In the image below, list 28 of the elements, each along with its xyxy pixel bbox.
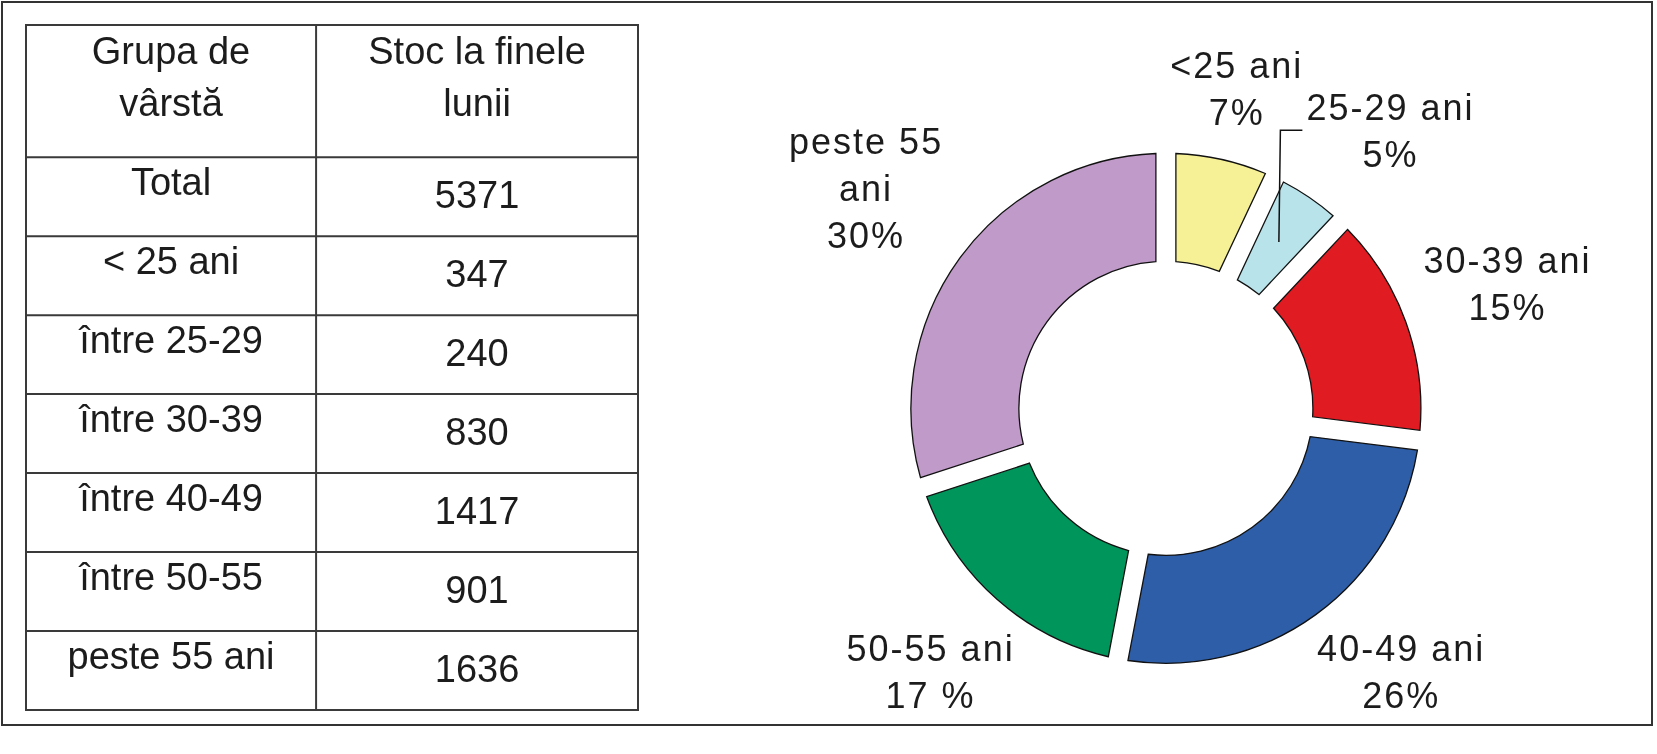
data-label: 15% (1468, 286, 1547, 328)
text: Stoc la finele lunii (368, 30, 586, 124)
data-label: 26% (1362, 674, 1441, 716)
slice-label: <25 ani (1170, 45, 1304, 87)
slice-label: 50-55 ani (846, 627, 1015, 669)
data-label: 1417 (434, 489, 520, 532)
data-label: 1636 (434, 647, 520, 690)
data-label: 5371 (434, 173, 520, 216)
category-label: între 50-55 (78, 556, 263, 599)
category-label: < 25 ani (102, 240, 240, 283)
data-label: 901 (445, 568, 509, 611)
slice-label: 40-49 ani (1317, 627, 1486, 669)
category-label: între 40-49 (78, 477, 263, 520)
data-label: 7% (1208, 92, 1265, 134)
data-label: 17 % (885, 674, 976, 716)
slice-label: 25-29 ani (1306, 87, 1475, 129)
slice-label: 30-39 ani (1423, 239, 1592, 281)
category-label: între 25-29 (78, 319, 263, 362)
data-label: 240 (445, 331, 509, 374)
category-label: Total (130, 161, 212, 204)
category-label: între 30-39 (78, 398, 263, 441)
slice-label: peste 55 ani (789, 121, 944, 210)
text: Grupa de vârstă (91, 30, 251, 124)
category-label: peste 55 ani (67, 635, 275, 678)
data-label: 30% (827, 215, 906, 257)
data-label: 347 (445, 252, 509, 295)
data-label: 830 (445, 410, 509, 453)
data-label: 5% (1362, 134, 1419, 176)
